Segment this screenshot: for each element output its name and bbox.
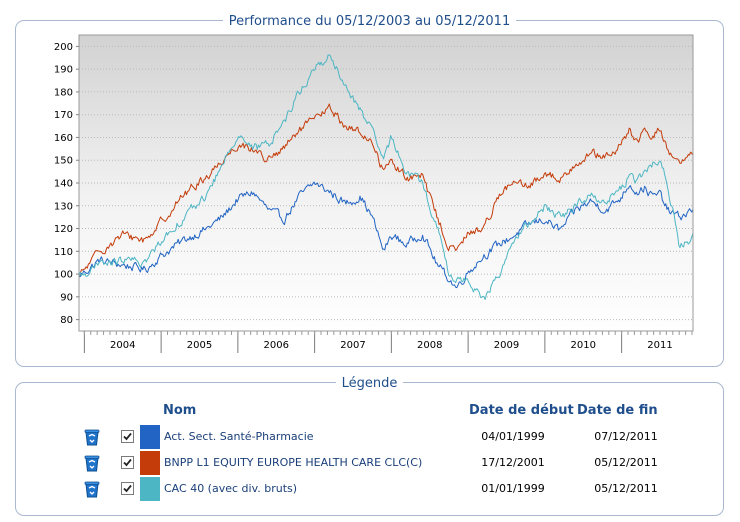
- x-tick-label: 2009: [494, 340, 519, 351]
- y-tick-label: 190: [54, 65, 73, 76]
- x-tick-label: 2010: [571, 340, 596, 351]
- y-tick-label: 80: [60, 315, 73, 326]
- x-tick-label: 2005: [187, 340, 212, 351]
- y-tick-label: 100: [54, 270, 73, 281]
- recycle-bin-icon[interactable]: [82, 454, 102, 472]
- legend-row: Act. Sect. Santé-Pharmacie 04/01/1999 07…: [16, 425, 723, 449]
- series-start-date: 04/01/1999: [481, 430, 545, 443]
- x-tick-label: 2011: [647, 340, 672, 351]
- recycle-bin-icon[interactable]: [82, 480, 102, 498]
- series-color-swatch: [140, 425, 160, 449]
- series-color-swatch: [140, 477, 160, 501]
- y-tick-label: 160: [54, 133, 73, 144]
- y-tick-label: 140: [54, 179, 73, 190]
- series-end-date: 05/12/2011: [594, 456, 658, 469]
- series-start-date: 17/12/2001: [481, 456, 545, 469]
- series-name: BNPP L1 EQUITY EUROPE HEALTH CARE CLC(C): [164, 456, 423, 469]
- series-visibility-checkbox[interactable]: [121, 482, 134, 495]
- legend-header-end-date: Date de fin: [577, 403, 658, 418]
- y-tick-label: 150: [54, 156, 73, 167]
- series-end-date: 07/12/2011: [594, 430, 658, 443]
- series-name: Act. Sect. Santé-Pharmacie: [164, 430, 314, 443]
- legend-panel-title-wrap: Légende: [16, 373, 723, 391]
- legend-row: CAC 40 (avec div. bruts) 01/01/1999 05/1…: [16, 477, 723, 501]
- legend-panel-title: Légende: [335, 376, 404, 391]
- performance-panel: Performance du 05/12/2003 au 05/12/2011 …: [15, 14, 724, 367]
- series-end-date: 05/12/2011: [594, 482, 658, 495]
- performance-chart: 80 90 100 110 120 130 140 150 160 170 180 190 200 200…: [54, 34, 694, 353]
- plot-background: [79, 35, 693, 331]
- series-line: [78, 54, 694, 300]
- x-tick-label: 2006: [264, 340, 289, 351]
- series-line: [78, 181, 694, 289]
- series-name: CAC 40 (avec div. bruts): [164, 482, 298, 495]
- y-tick-label: 90: [60, 292, 73, 303]
- y-tick-label: 110: [54, 247, 73, 258]
- y-tick-label: 180: [54, 87, 73, 98]
- y-tick-label: 170: [54, 110, 73, 121]
- legend-header-start-date: Date de début: [469, 403, 574, 418]
- series-line: [78, 103, 694, 277]
- plot-frame: [78, 34, 694, 332]
- performance-panel-title: Performance du 05/12/2003 au 05/12/2011: [222, 14, 517, 29]
- y-tick-label: 130: [54, 201, 73, 212]
- series-visibility-checkbox[interactable]: [121, 430, 134, 443]
- legend-header-name: Nom: [163, 403, 197, 418]
- series-color-swatch: [140, 451, 160, 475]
- series-start-date: 01/01/1999: [481, 482, 545, 495]
- performance-panel-title-wrap: Performance du 05/12/2003 au 05/12/2011: [16, 11, 723, 29]
- x-tick-label: 2004: [110, 340, 135, 351]
- y-tick-label: 120: [54, 224, 73, 235]
- x-tick-label: 2007: [340, 340, 365, 351]
- series-visibility-checkbox[interactable]: [121, 456, 134, 469]
- legend-panel: Légende Nom Date de début Date de fin Ac…: [15, 376, 724, 516]
- x-tick-label: 2008: [417, 340, 442, 351]
- legend-row: BNPP L1 EQUITY EUROPE HEALTH CARE CLC(C)…: [16, 451, 723, 475]
- recycle-bin-icon[interactable]: [82, 428, 102, 446]
- y-tick-label: 200: [54, 42, 73, 53]
